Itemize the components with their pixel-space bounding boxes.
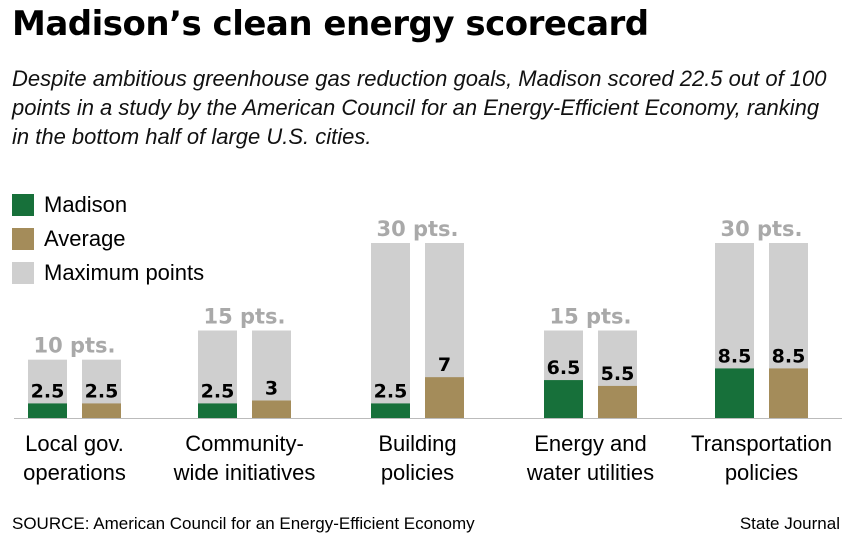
category-label-1-line-1: wide initiatives	[173, 460, 316, 485]
average-bar-3	[598, 385, 637, 418]
category-label-3-line-1: water utilities	[526, 460, 654, 485]
madison-bar-0	[28, 403, 67, 418]
legend: Madison Average Maximum points	[12, 188, 204, 290]
source-note: SOURCE: American Council for an Energy-E…	[12, 514, 475, 533]
madison-bar-2	[371, 403, 410, 418]
madison-value-label-2: 2.5	[374, 380, 408, 402]
madison-bar-3	[544, 380, 583, 418]
category-label-2-line-1: policies	[381, 460, 454, 485]
average-value-label-0: 2.5	[85, 380, 119, 402]
legend-item-maximum: Maximum points	[12, 256, 204, 290]
madison-bar-4	[715, 368, 754, 418]
average-value-label-3: 5.5	[601, 363, 635, 385]
madison-value-label-0: 2.5	[31, 380, 65, 402]
chart-title: Madison’s clean energy scorecard	[12, 4, 649, 44]
legend-label-madison: Madison	[44, 192, 128, 217]
category-label-1-line-0: Community-	[185, 431, 304, 456]
max-label-1: 15 pts.	[203, 305, 285, 329]
legend-swatch-average	[12, 228, 34, 250]
average-bar-2	[425, 377, 464, 418]
max-label-4: 30 pts.	[720, 217, 802, 241]
legend-item-madison: Madison	[12, 188, 204, 222]
category-label-3-line-0: Energy and	[534, 431, 647, 456]
legend-label-maximum: Maximum points	[44, 260, 205, 285]
legend-item-average: Average	[12, 222, 204, 256]
max-label-0: 10 pts.	[33, 334, 115, 358]
average-bar-0	[82, 403, 121, 418]
chart-subtitle: Despite ambitious greenhouse gas reducti…	[12, 66, 827, 149]
average-value-label-4: 8.5	[772, 345, 806, 367]
credit-note: State Journal	[739, 514, 840, 533]
madison-bar-1	[198, 403, 237, 418]
madison-value-label-4: 8.5	[718, 345, 752, 367]
max-label-2: 30 pts.	[376, 217, 458, 241]
legend-label-average: Average	[44, 226, 126, 251]
madison-value-label-1: 2.5	[201, 380, 235, 402]
category-label-2-line-0: Building	[378, 431, 456, 456]
max-bar-madison-2	[371, 243, 410, 418]
average-bar-1	[252, 400, 291, 418]
category-label-0-line-0: Local gov.	[25, 431, 124, 456]
category-label-0-line-1: operations	[23, 460, 126, 485]
category-label-4-line-0: Transportation	[691, 431, 832, 456]
max-label-3: 15 pts.	[549, 305, 631, 329]
legend-swatch-madison	[12, 194, 34, 216]
average-value-label-1: 3	[265, 378, 278, 400]
average-value-label-2: 7	[438, 354, 451, 376]
legend-swatch-maximum	[12, 262, 34, 284]
average-bar-4	[769, 368, 808, 418]
madison-value-label-3: 6.5	[547, 357, 581, 379]
category-label-4-line-1: policies	[725, 460, 798, 485]
